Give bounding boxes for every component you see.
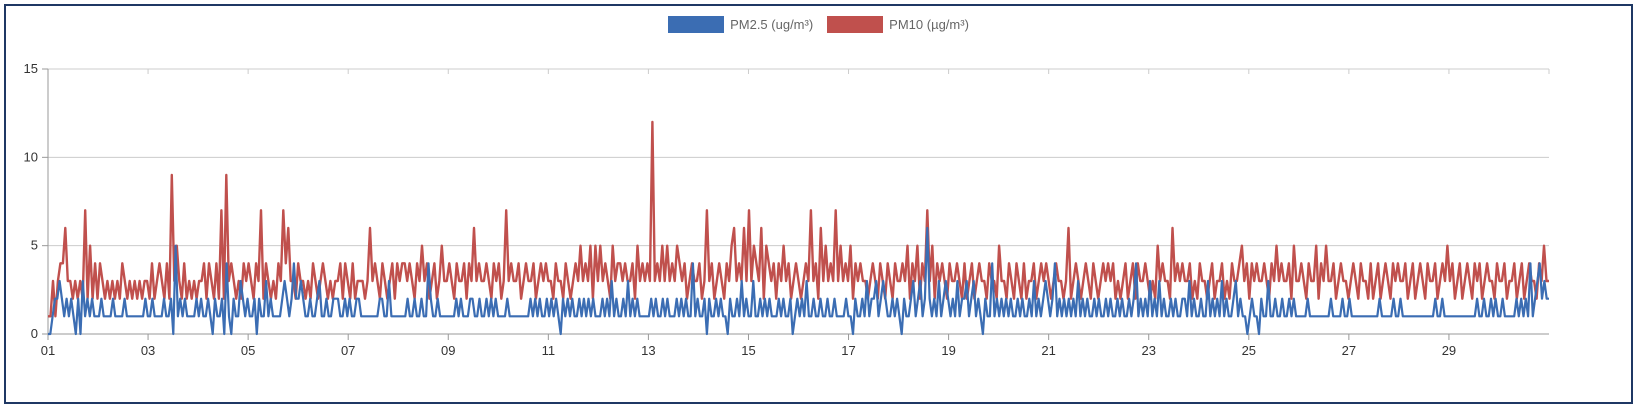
x-tick-label: 25: [1242, 343, 1256, 358]
legend-swatch-pm25: [668, 16, 725, 33]
x-tick-label: 01: [41, 343, 55, 358]
chart-frame: PM2.5 (ug/m³) PM10 (µg/m³) 0 5 10 15 01 03 05 0…: [4, 4, 1633, 404]
x-tick-label: 19: [941, 343, 955, 358]
x-tick-label: 03: [141, 343, 155, 358]
x-tick-label: 17: [841, 343, 855, 358]
series-line-pm25: [48, 226, 1549, 336]
x-tick-label: 27: [1342, 343, 1356, 358]
x-tick-label: 09: [441, 343, 455, 358]
y-tick-label: 10: [24, 149, 38, 164]
x-tick-label: 29: [1442, 343, 1456, 358]
x-tick-label: 07: [341, 343, 355, 358]
x-tick-label: 21: [1041, 343, 1055, 358]
legend-label-pm10: PM10 (µg/m³): [889, 17, 969, 32]
y-tick-label: 15: [24, 61, 38, 76]
x-tick-label: 15: [741, 343, 755, 358]
y-tick-label: 5: [31, 238, 38, 253]
series-line-pm10: [48, 120, 1549, 318]
chart-legend: PM2.5 (ug/m³) PM10 (µg/m³): [6, 16, 1631, 33]
legend-item-pm25[interactable]: PM2.5 (ug/m³): [668, 16, 813, 33]
x-tick-label: 13: [641, 343, 655, 358]
legend-label-pm25: PM2.5 (ug/m³): [730, 17, 814, 32]
legend-swatch-pm10: [827, 16, 884, 33]
x-tick-label: 05: [241, 343, 255, 358]
legend-item-pm10[interactable]: PM10 (µg/m³): [827, 16, 969, 33]
x-tick-label: 23: [1141, 343, 1155, 358]
x-tick-label: 11: [542, 343, 556, 358]
y-tick-label: 0: [31, 326, 38, 341]
